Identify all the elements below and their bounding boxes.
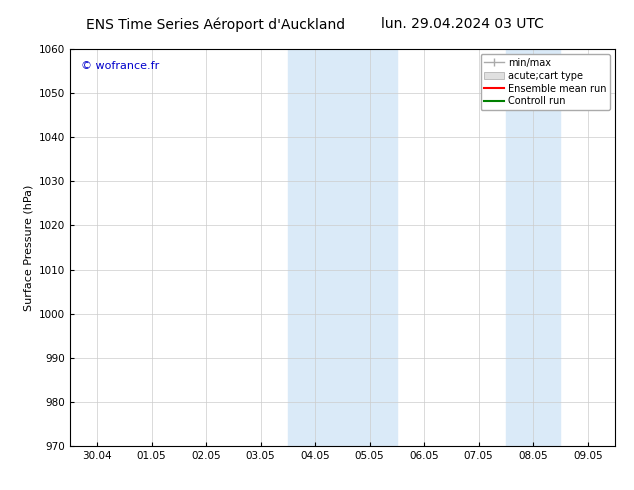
Text: ENS Time Series Aéroport d'Auckland: ENS Time Series Aéroport d'Auckland [86,17,345,32]
Legend: min/max, acute;cart type, Ensemble mean run, Controll run: min/max, acute;cart type, Ensemble mean … [481,54,610,110]
Text: lun. 29.04.2024 03 UTC: lun. 29.04.2024 03 UTC [382,17,544,31]
Bar [506,49,560,446]
Text: © wofrance.fr: © wofrance.fr [81,61,159,71]
Y-axis label: Surface Pressure (hPa): Surface Pressure (hPa) [23,184,33,311]
Bar [288,49,397,446]
